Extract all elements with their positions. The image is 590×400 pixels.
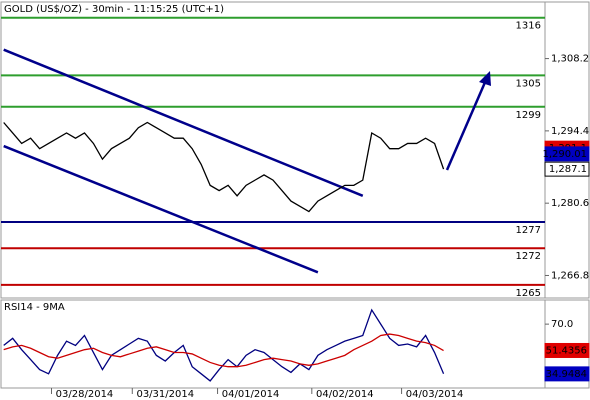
level-label: 1316 bbox=[516, 21, 541, 32]
y-tick-label: 1,308.2 bbox=[551, 54, 589, 65]
chart-title: RSI14 - 9MA bbox=[4, 302, 65, 313]
price-marker bbox=[544, 366, 590, 382]
price-marker-label: 34.9484 bbox=[546, 369, 587, 380]
level-label: 1272 bbox=[516, 251, 541, 262]
panel-frame bbox=[0, 1, 590, 299]
x-tick-label: 03/31/2014 bbox=[136, 389, 194, 400]
level-label: 1305 bbox=[516, 78, 541, 89]
y-tick-label: 1,266.8 bbox=[551, 270, 589, 281]
forecast-arrow bbox=[445, 71, 491, 171]
price-marker bbox=[544, 146, 590, 162]
title-bg bbox=[2, 302, 67, 313]
level-label: 1265 bbox=[516, 288, 541, 299]
price-marker-label: 51.4356 bbox=[546, 345, 587, 356]
level-label: 1277 bbox=[516, 225, 541, 236]
x-tick-label: 04/01/2014 bbox=[222, 389, 280, 400]
price-marker bbox=[544, 161, 590, 177]
x-tick-label: 04/02/2014 bbox=[316, 389, 374, 400]
y-tick-label: 1,294.4 bbox=[551, 126, 589, 137]
series-line bbox=[3, 308, 445, 382]
title-bg bbox=[2, 4, 227, 15]
x-tick-label: 04/03/2014 bbox=[406, 389, 464, 400]
series-line bbox=[3, 333, 444, 368]
x-tick-label: 03/28/2014 bbox=[56, 389, 114, 400]
series-line bbox=[3, 121, 445, 213]
trend-line bbox=[3, 144, 319, 274]
y-tick-label: 70.0 bbox=[551, 319, 573, 330]
chart-title: GOLD (US$/OZ) - 30min - 11:15:25 (UTC+1) bbox=[4, 4, 224, 15]
price-marker bbox=[544, 342, 590, 358]
price-marker-label: 1,290.01 bbox=[542, 149, 587, 160]
level-label: 1299 bbox=[516, 110, 541, 121]
price-marker-label: 1,287.1 bbox=[549, 164, 587, 175]
trend-line bbox=[3, 48, 364, 197]
y-tick-label: 1,280.6 bbox=[551, 198, 589, 209]
